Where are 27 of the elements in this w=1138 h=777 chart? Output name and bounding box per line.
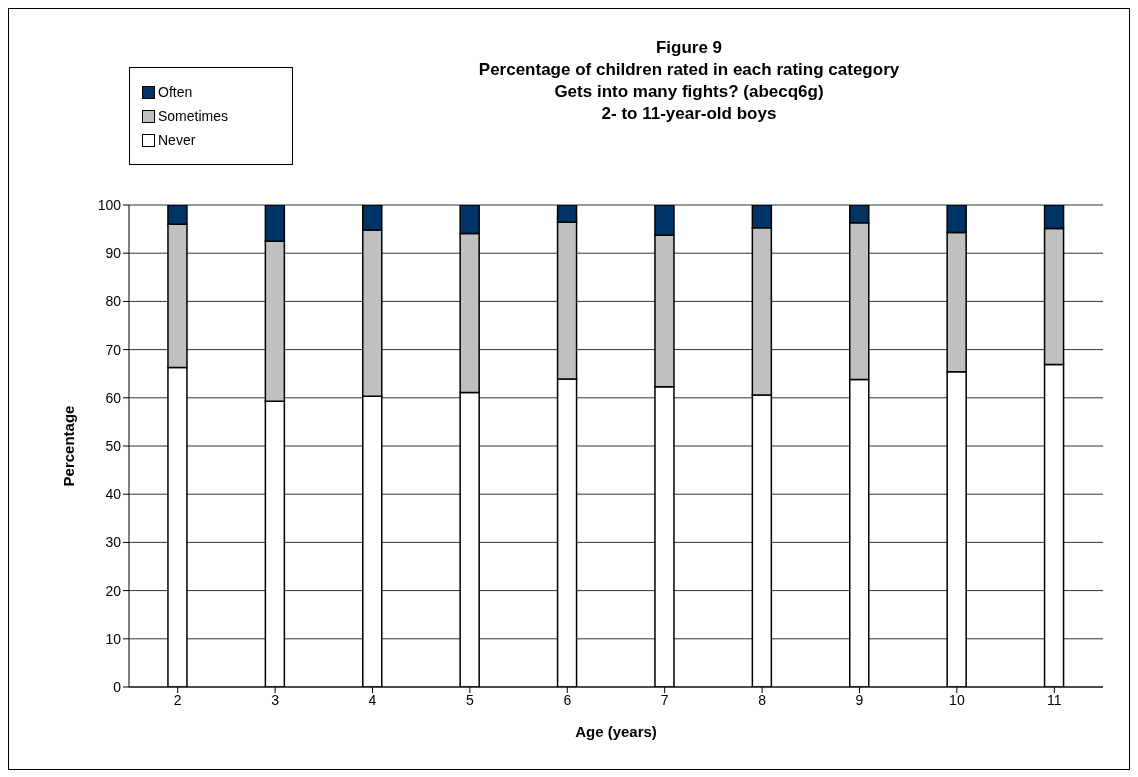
y-axis-title: Percentage (60, 405, 78, 487)
y-tick-label: 70 (105, 341, 122, 358)
y-tick-label: 20 (105, 582, 122, 599)
legend-label: Never (158, 132, 196, 148)
legend-label: Sometimes (158, 108, 229, 124)
y-tick-label: 40 (105, 486, 122, 503)
y-tick-label: 10 (105, 630, 122, 647)
y-tick-label: 50 (105, 437, 122, 454)
x-tick-label: 3 (271, 691, 280, 708)
x-tick-label: 7 (660, 691, 669, 708)
x-tick-label: 9 (855, 691, 864, 708)
x-axis-title: Age (years) (575, 723, 657, 740)
x-tick-label: 2 (173, 691, 182, 708)
chart-title: Figure 9 Percentage of children rated in each rating category Gets into many fights? (abecq6g) 2- to 11-year-old boys (477, 37, 901, 125)
x-tick-label: 4 (368, 691, 377, 708)
y-tick-label: 90 (105, 245, 122, 262)
y-tick-label: 100 (97, 196, 122, 213)
y-tick-label: 80 (105, 293, 122, 310)
y-tick-label: 0 (113, 678, 122, 695)
x-tick-label: 8 (758, 691, 767, 708)
x-tick-label: 6 (563, 691, 572, 708)
x-tick-label: 10 (949, 691, 965, 708)
y-tick-label: 60 (105, 389, 122, 406)
x-tick-label: 11 (1047, 691, 1062, 708)
y-tick-label: 30 (105, 534, 122, 551)
x-tick-label: 5 (466, 691, 474, 708)
legend-label: Often (158, 84, 193, 100)
